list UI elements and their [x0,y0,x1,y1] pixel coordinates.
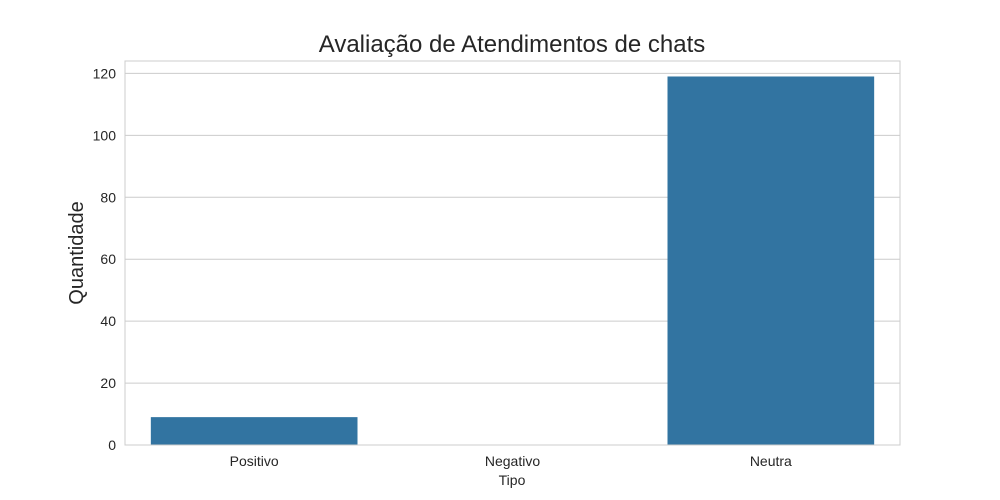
x-tick-label: Positivo [230,453,279,469]
y-tick-label: 40 [100,313,116,329]
y-tick-label: 0 [108,437,116,453]
y-tick-label: 20 [100,375,116,391]
x-axis-label: Tipo [499,472,526,488]
bar-neutra [667,76,875,445]
plot-frame [124,60,901,446]
x-tick-label: Neutra [750,453,792,469]
y-tick-label: 80 [100,189,116,205]
y-tick-label: 60 [100,251,116,267]
x-tick-label: Negativo [485,453,540,469]
y-tick-label: 100 [93,127,117,143]
grid-layer [125,72,900,446]
y-axis-label: Quantidade [66,201,88,304]
bar-positivo [150,417,358,445]
bar-layer [150,76,875,445]
y-tick-label: 120 [93,65,117,81]
x-axis-ticks: Positivo Negativo Neutra [230,453,792,469]
chart-title: Avaliação de Atendimentos de chats [319,31,705,58]
y-axis-ticks: 0 20 40 60 80 100 120 [93,65,117,453]
